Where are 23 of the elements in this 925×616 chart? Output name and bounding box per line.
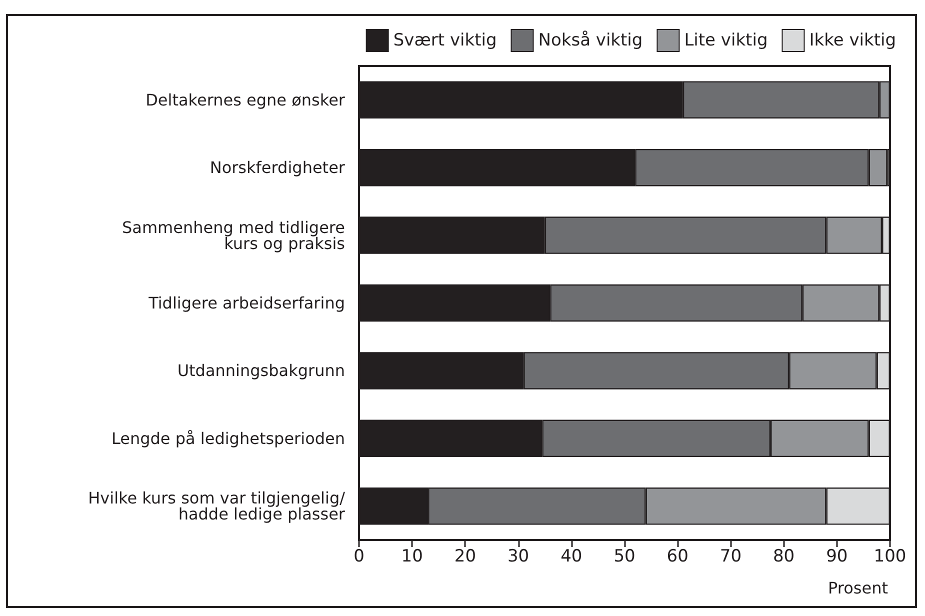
- y-tick-label: Sammenheng med tidligere kurs og praksis: [122, 218, 345, 253]
- y-tick-label: Norskferdigheter: [210, 158, 346, 178]
- x-tick-label: 30: [507, 546, 530, 566]
- x-tick-label: 20: [454, 546, 476, 566]
- y-tick-label: Deltakernes egne ønsker: [146, 90, 346, 110]
- legend-label: Lite viktig: [684, 30, 768, 50]
- x-tick-label: 50: [614, 546, 636, 566]
- x-tick-label: 10: [401, 546, 423, 566]
- y-tick-label: Tidligere arbeidserfaring: [148, 294, 345, 312]
- x-tick-label: 90: [826, 546, 848, 566]
- x-tick-label: 80: [772, 546, 795, 566]
- legend-label: Svært viktig: [393, 30, 497, 50]
- y-tick-label: Hvilke kurs som var tilgjengelig/ hadde ledige plasser: [88, 488, 346, 524]
- x-tick-label: 0: [354, 546, 364, 566]
- legend-label: Nokså viktig: [538, 30, 643, 50]
- y-tick-label: Utdanningsbakgrunn: [177, 361, 345, 380]
- y-tick-label: Lengde på ledighetsperioden: [112, 428, 345, 448]
- legend-label: Ikke viktig: [809, 30, 896, 50]
- x-tick-label: 40: [560, 546, 582, 566]
- x-axis-title: Prosent: [828, 578, 888, 598]
- x-tick-label: 70: [720, 546, 742, 566]
- x-tick-label: 60: [666, 546, 688, 566]
- x-tick-label: 100: [874, 546, 906, 566]
